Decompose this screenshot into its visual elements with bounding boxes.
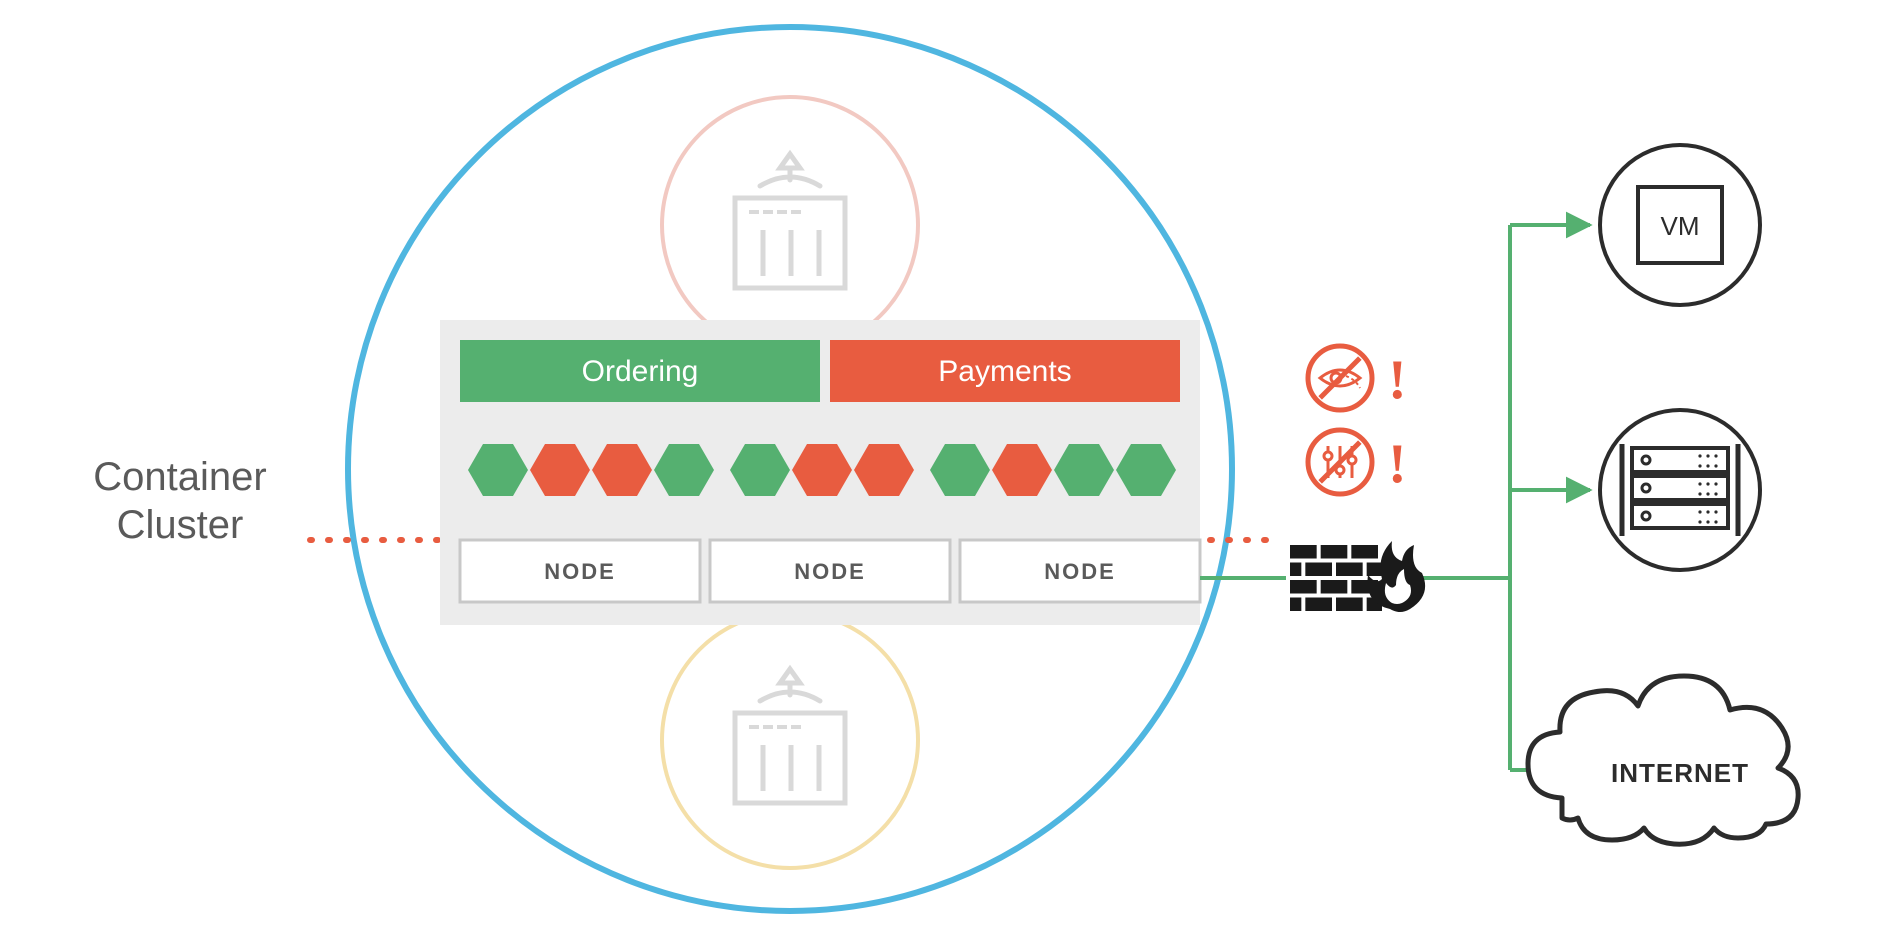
dest-internet-label: INTERNET bbox=[1611, 758, 1749, 788]
dest-internet: INTERNET bbox=[1528, 676, 1798, 844]
service-ordering-label: Ordering bbox=[582, 355, 699, 388]
service-payments-label: Payments bbox=[938, 355, 1071, 388]
node-label: NODE bbox=[794, 559, 866, 584]
bg-container-icon bbox=[662, 97, 918, 353]
bg-container-icon bbox=[662, 612, 918, 868]
dest-vm-label: VM bbox=[1661, 211, 1700, 241]
node-label: NODE bbox=[1044, 559, 1116, 584]
warn-exclaim-icon: ! bbox=[1388, 349, 1407, 411]
no-visibility-icon bbox=[1308, 346, 1372, 410]
cluster-label: ContainerCluster bbox=[93, 455, 266, 547]
dest-vm: VM bbox=[1600, 145, 1760, 305]
dest-server bbox=[1600, 410, 1760, 570]
service-ordering: Ordering bbox=[460, 340, 820, 402]
warn-exclaim-icon: ! bbox=[1388, 433, 1407, 495]
no-control-icon bbox=[1308, 430, 1372, 494]
service-payments: Payments bbox=[830, 340, 1180, 402]
node-box: NODE bbox=[710, 540, 950, 602]
node-label: NODE bbox=[544, 559, 616, 584]
firewall-icon bbox=[1286, 541, 1425, 619]
node-box: NODE bbox=[460, 540, 700, 602]
node-box: NODE bbox=[960, 540, 1200, 602]
